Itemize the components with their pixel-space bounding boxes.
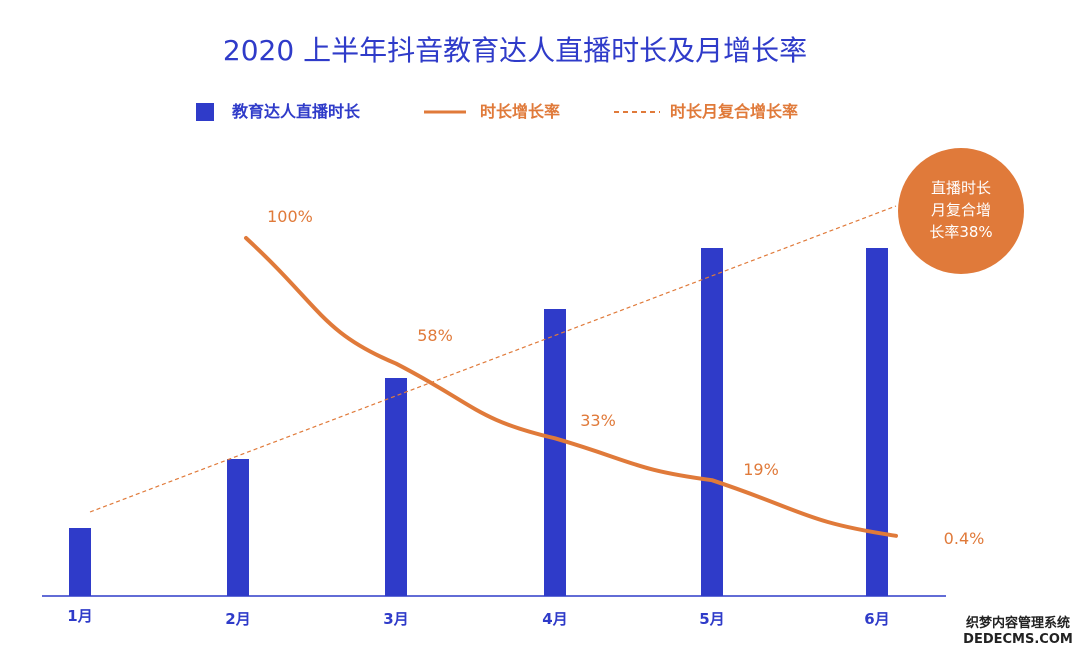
legend: 教育达人直播时长 时长增长率 时长月复合增长率: [196, 102, 798, 121]
bar-6: [866, 248, 888, 596]
cagr-badge: 直播时长 月复合增 长率38%: [898, 148, 1024, 274]
legend-bar-swatch: [196, 103, 214, 121]
badge-line-3: 长率38%: [929, 223, 992, 241]
watermark-line-1: 织梦内容管理系统: [966, 615, 1070, 631]
badge-line-2: 月复合增: [931, 201, 991, 219]
chart-title: 2020 上半年抖音教育达人直播时长及月增长率: [223, 34, 807, 67]
growth-label-3: 58%: [417, 326, 453, 345]
legend-bar-label: 教育达人直播时长: [232, 102, 361, 121]
badge-circle: [898, 148, 1024, 274]
bar-2: [227, 459, 249, 596]
badge-line-1: 直播时长: [931, 179, 991, 197]
watermark: 织梦内容管理系统 DEDECMS.COM: [962, 612, 1074, 648]
growth-label-2: 100%: [267, 207, 313, 226]
growth-labels: 100% 58% 33% 19% 0.4%: [267, 207, 984, 548]
x-tick-label: 6月: [864, 610, 889, 628]
x-tick-label: 4月: [542, 610, 567, 628]
legend-line-label: 时长增长率: [480, 102, 560, 121]
x-tick-label: 2月: [225, 610, 250, 628]
bar-4: [544, 309, 566, 596]
trend-line: [89, 205, 897, 513]
bar-5: [701, 248, 723, 596]
bar-1: [69, 528, 91, 596]
x-ticks: 1月 2月 3月 4月 5月 6月: [67, 607, 889, 628]
growth-label-5: 19%: [743, 460, 779, 479]
legend-dashed-label: 时长月复合增长率: [670, 102, 798, 121]
x-tick-label: 5月: [699, 610, 724, 628]
growth-line: [244, 236, 898, 538]
watermark-bg: [962, 612, 1074, 648]
bars: [69, 248, 888, 596]
bar-3: [385, 378, 407, 596]
growth-label-6: 0.4%: [944, 529, 985, 548]
watermark-line-2: DEDECMS.COM: [963, 632, 1073, 647]
x-tick-label: 3月: [383, 610, 408, 628]
growth-label-4: 33%: [580, 411, 616, 430]
x-tick-label: 1月: [67, 607, 92, 625]
